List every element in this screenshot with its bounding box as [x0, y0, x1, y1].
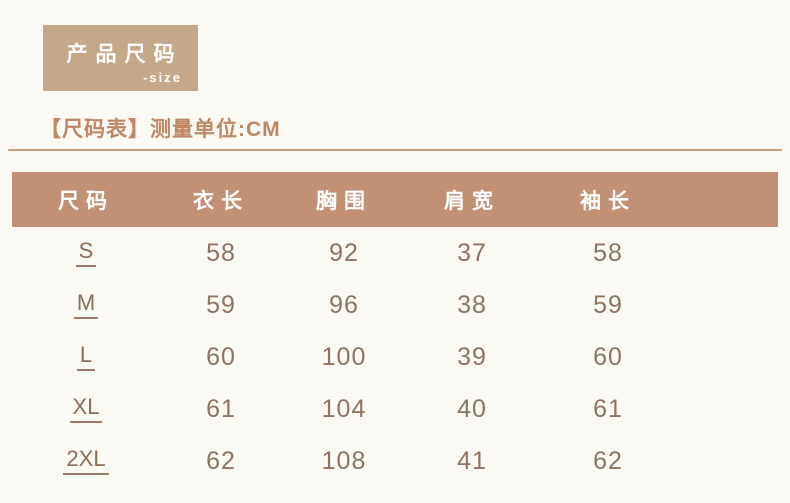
size-table-header: 尺码 衣长 胸围 肩宽 袖长 [12, 172, 778, 227]
size-label: L [76, 343, 96, 371]
garment-length-value: 60 [206, 342, 236, 371]
sleeve-length-value: 61 [593, 394, 623, 423]
filler-cell [678, 331, 778, 383]
column-header-size: 尺码 [12, 172, 160, 227]
badge-title: 产品尺码 [66, 43, 183, 66]
column-header-bust: 胸围 [282, 172, 406, 227]
size-cell: XL [12, 383, 160, 435]
shoulder-width-value: 40 [457, 394, 487, 423]
table-row: XL 61 104 40 61 [12, 383, 778, 435]
column-header-shoulder-width: 肩宽 [406, 172, 538, 227]
column-header-garment-length: 衣长 [160, 172, 282, 227]
bust-value: 104 [321, 394, 367, 423]
size-label: XL [69, 395, 103, 423]
column-header-filler [678, 172, 778, 227]
garment-length-value: 58 [206, 238, 236, 267]
bust-value: 96 [329, 290, 359, 319]
shoulder-width-value: 41 [457, 446, 487, 475]
table-row: M 59 96 38 59 [12, 279, 778, 331]
sleeve-length-value: 58 [593, 238, 623, 267]
table-row: S 58 92 37 58 [12, 227, 778, 279]
size-label: 2XL [63, 447, 109, 475]
shoulder-width-value: 37 [457, 238, 487, 267]
shoulder-width-value: 39 [457, 342, 487, 371]
column-header-sleeve-length: 袖长 [538, 172, 678, 227]
product-size-badge: 产品尺码 -size [43, 25, 198, 91]
sleeve-length-value: 59 [593, 290, 623, 319]
filler-cell [678, 227, 778, 279]
divider-line [8, 149, 782, 151]
measurement-unit-caption: 【尺码表】测量单位:CM [40, 118, 281, 141]
garment-length-value: 59 [206, 290, 236, 319]
size-table: 尺码 衣长 胸围 肩宽 袖长 S 58 92 37 58 M 59 96 38 … [12, 172, 778, 487]
garment-length-value: 61 [206, 394, 236, 423]
size-cell: 2XL [12, 435, 160, 487]
garment-length-value: 62 [206, 446, 236, 475]
table-row: L 60 100 39 60 [12, 331, 778, 383]
table-row: 2XL 62 108 41 62 [12, 435, 778, 487]
bust-value: 108 [321, 446, 367, 475]
shoulder-width-value: 38 [457, 290, 487, 319]
filler-cell [678, 435, 778, 487]
bust-value: 100 [321, 342, 367, 371]
sleeve-length-value: 60 [593, 342, 623, 371]
size-cell: S [12, 227, 160, 279]
sleeve-length-value: 62 [593, 446, 623, 475]
size-cell: M [12, 279, 160, 331]
size-table-body: S 58 92 37 58 M 59 96 38 59 L 60 100 39 … [12, 227, 778, 487]
bust-value: 92 [329, 238, 359, 267]
filler-cell [678, 279, 778, 331]
badge-subtitle: -size [143, 70, 182, 85]
filler-cell [678, 383, 778, 435]
size-label: M [73, 291, 99, 319]
size-cell: L [12, 331, 160, 383]
size-label: S [75, 239, 97, 267]
